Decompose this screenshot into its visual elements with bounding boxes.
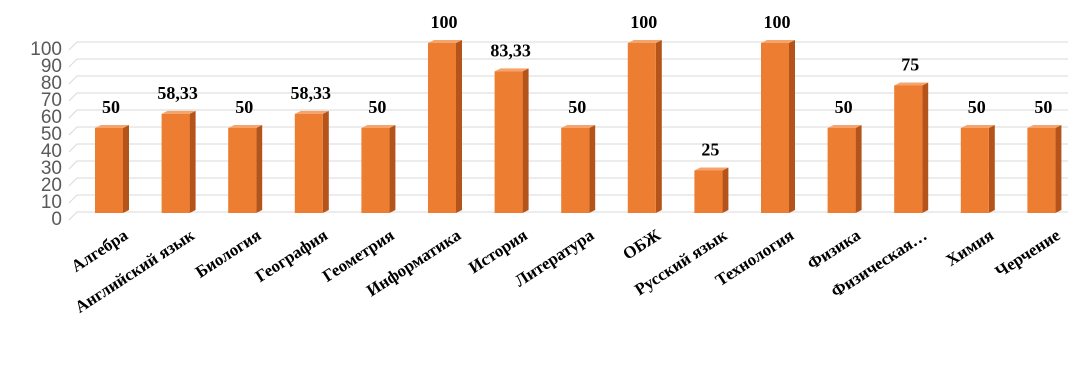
- bar: [494, 68, 529, 214]
- y-tick-label: 80: [41, 73, 62, 94]
- data-label: 58,33: [157, 83, 198, 103]
- data-label: 25: [701, 140, 719, 160]
- data-label: 75: [901, 55, 919, 75]
- bar: [428, 40, 462, 213]
- x-tick-label: География: [252, 225, 331, 286]
- bar: [761, 40, 795, 213]
- bar: [827, 125, 862, 213]
- gridline: [68, 126, 1068, 136]
- data-labels: 50 58,33 50 58,33 50 100 83,33 50 100 25 100 50 75 50…: [102, 12, 1052, 160]
- gridline: [68, 58, 1068, 68]
- gridline: [68, 41, 1068, 51]
- bar: [960, 125, 995, 213]
- bar: [627, 40, 662, 213]
- data-label: 58,33: [291, 83, 332, 103]
- x-tick-label: Физика: [804, 225, 864, 273]
- gridline: [68, 160, 1068, 170]
- data-label: 83,33: [490, 40, 531, 60]
- bar: [561, 125, 596, 213]
- x-tick-label: ОБЖ: [619, 225, 664, 263]
- data-label: 100: [764, 12, 791, 32]
- bar: [1027, 125, 1062, 213]
- data-label: 50: [968, 97, 986, 117]
- gridline: [68, 194, 1068, 204]
- y-tick-label: 100: [30, 39, 62, 60]
- x-tick-label: Черчение: [992, 225, 1064, 281]
- gridline: [68, 143, 1068, 153]
- y-tick-label: 90: [41, 56, 62, 77]
- data-label: 50: [102, 97, 120, 117]
- data-label: 50: [568, 97, 586, 117]
- bar: [894, 82, 929, 213]
- data-label: 100: [431, 12, 458, 32]
- gridline: [68, 109, 1068, 119]
- bar: [294, 110, 329, 213]
- y-tick-label: 10: [41, 192, 62, 213]
- bar: [361, 125, 396, 213]
- data-label: 50: [368, 97, 386, 117]
- bar: [95, 125, 129, 213]
- bar: [228, 125, 263, 213]
- gridlines: [68, 41, 1068, 221]
- bar: [161, 110, 196, 213]
- y-tick-label: 50: [41, 124, 62, 145]
- bar: [694, 167, 729, 213]
- gridline: [68, 75, 1068, 85]
- y-tick-label: 40: [41, 141, 62, 162]
- data-label: 100: [630, 12, 657, 32]
- y-tick-label: 70: [41, 90, 62, 111]
- y-tick-label: 0: [51, 209, 62, 230]
- y-tick-label: 60: [41, 107, 62, 128]
- x-tick-label: Химия: [942, 225, 997, 270]
- data-label: 50: [835, 97, 853, 117]
- data-label: 50: [235, 97, 253, 117]
- bars: [95, 40, 1062, 214]
- x-tick-label: Английский язык: [71, 225, 198, 316]
- y-tick-label: 30: [41, 158, 62, 179]
- gridline: [68, 211, 1068, 221]
- y-tick-label: 20: [41, 175, 62, 196]
- data-label: 50: [1034, 97, 1052, 117]
- gridline: [68, 92, 1068, 102]
- gridline: [68, 177, 1068, 187]
